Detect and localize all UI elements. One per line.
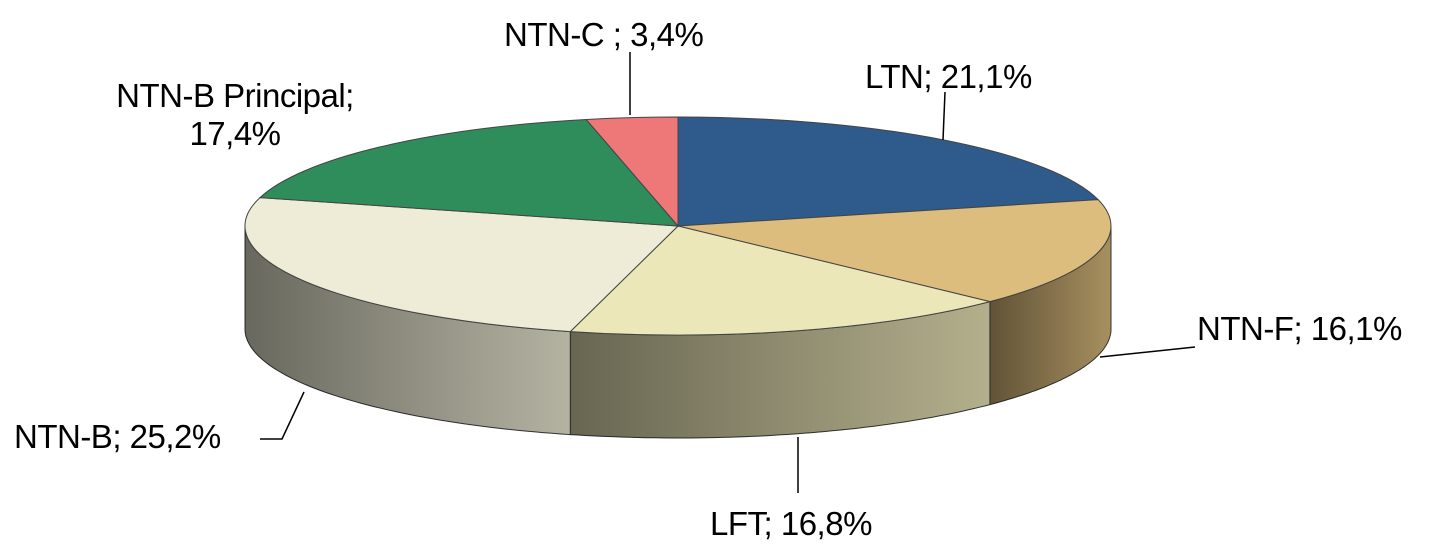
slice bbox=[258, 118, 680, 227]
leader-line bbox=[942, 91, 946, 141]
leader-line bbox=[260, 391, 305, 440]
slice bbox=[244, 197, 680, 333]
slice-side-shade bbox=[245, 226, 571, 435]
slice bbox=[569, 225, 991, 336]
slice bbox=[677, 199, 1112, 303]
data-label: NTN-B; 25,2% bbox=[14, 418, 221, 455]
slice bbox=[677, 116, 1100, 227]
data-label: LTN; 21,1% bbox=[865, 58, 1032, 95]
data-label: NTN-C ; 3,4% bbox=[504, 16, 704, 53]
data-label: LFT; 16,8% bbox=[710, 505, 872, 542]
slice-side-shade bbox=[989, 226, 1111, 405]
slice bbox=[585, 116, 679, 228]
data-label: NTN-B Principal; 17,4% bbox=[116, 77, 354, 152]
data-label: NTN-F; 16,1% bbox=[1197, 310, 1402, 347]
leader-line bbox=[1099, 346, 1196, 358]
slice-side-shade bbox=[570, 301, 990, 438]
